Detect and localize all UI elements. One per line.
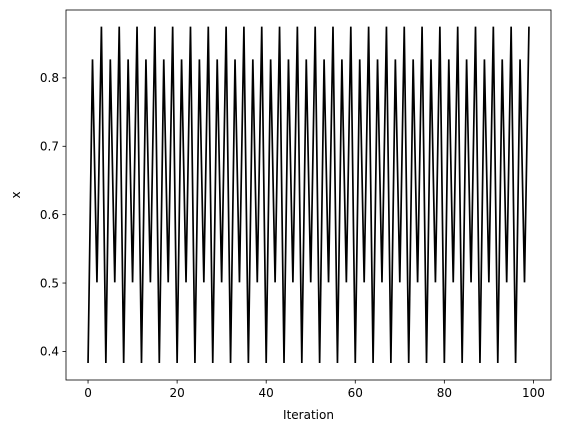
x-tick-label: 60 <box>348 386 363 400</box>
y-tick-label: 0.6 <box>40 208 59 222</box>
x-tick-label: 80 <box>437 386 452 400</box>
y-axis-ticks: 0.4 0.5 0.6 0.7 0.8 <box>40 71 66 359</box>
x-axis-label: Iteration <box>283 408 334 422</box>
y-tick-label: 0.4 <box>40 345 59 359</box>
x-tick-label: 20 <box>169 386 184 400</box>
y-tick-label: 0.7 <box>40 140 59 154</box>
x-tick-label: 40 <box>259 386 274 400</box>
series-layer <box>87 26 530 364</box>
y-axis-label: x <box>9 191 23 198</box>
plot-area <box>65 9 552 381</box>
x-tick-label: 100 <box>522 386 545 400</box>
y-tick-label: 0.5 <box>40 276 59 290</box>
x-axis-ticks: 0 20 40 60 80 100 <box>84 380 545 400</box>
y-tick-label: 0.8 <box>40 71 59 85</box>
x-tick-label: 0 <box>84 386 92 400</box>
series-line-0 <box>87 26 530 364</box>
axes-frame <box>65 9 552 381</box>
